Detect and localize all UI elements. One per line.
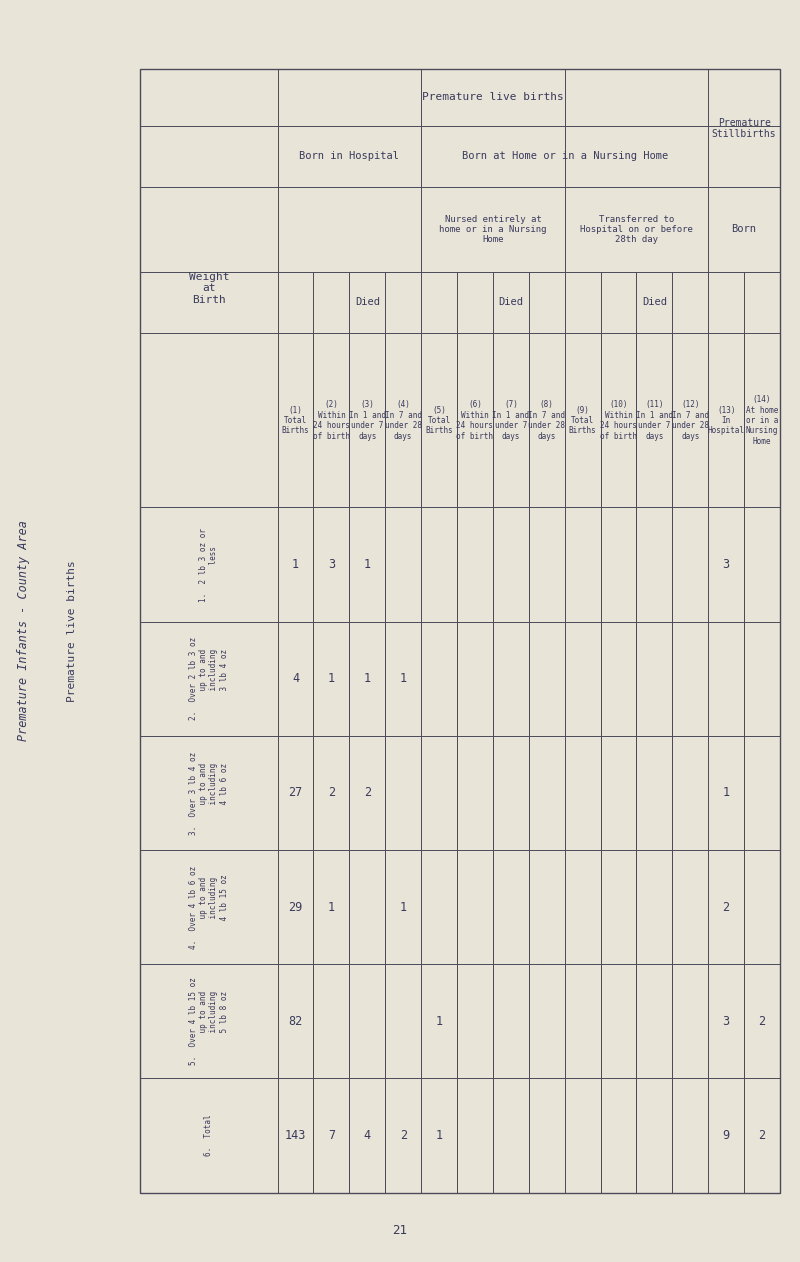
Text: (9)
Total
Births: (9) Total Births	[569, 405, 597, 435]
Text: Died: Died	[355, 298, 380, 308]
Text: 2: 2	[758, 1015, 766, 1027]
Text: 5.  Over 4 lb 15 oz
    up to and
    including
    5 lb 8 oz: 5. Over 4 lb 15 oz up to and including 5…	[189, 977, 229, 1065]
Text: 4.  Over 4 lb 6 oz
    up to and
    including
    4 lb 15 oz: 4. Over 4 lb 6 oz up to and including 4 …	[189, 866, 229, 949]
Text: Premature
Stillbirths: Premature Stillbirths	[712, 117, 777, 139]
Text: 1: 1	[364, 673, 371, 685]
Text: 21: 21	[393, 1224, 407, 1237]
Text: (4)
In 7 and
under 28
days: (4) In 7 and under 28 days	[385, 400, 422, 440]
Text: 3: 3	[328, 558, 335, 570]
Text: 4: 4	[292, 673, 299, 685]
Text: 2: 2	[722, 901, 730, 914]
Text: Born at Home or in a Nursing Home: Born at Home or in a Nursing Home	[462, 151, 668, 162]
Text: 1: 1	[435, 1129, 442, 1142]
Text: 2: 2	[328, 786, 335, 799]
Text: (1)
Total
Births: (1) Total Births	[282, 405, 310, 435]
Text: (5)
Total
Births: (5) Total Births	[426, 405, 453, 435]
Text: 3.  Over 3 lb 4 oz
    up to and
    including
    4 lb 6 oz: 3. Over 3 lb 4 oz up to and including 4 …	[189, 751, 229, 834]
Text: Died: Died	[642, 298, 667, 308]
Text: 1: 1	[292, 558, 299, 570]
Text: 29: 29	[289, 901, 302, 914]
Text: 1: 1	[400, 673, 406, 685]
Text: (3)
In 1 and
under 7
days: (3) In 1 and under 7 days	[349, 400, 386, 440]
Text: 27: 27	[289, 786, 302, 799]
Text: (12)
In 7 and
under 28
days: (12) In 7 and under 28 days	[672, 400, 709, 440]
Text: (6)
Within
24 hours
of birth: (6) Within 24 hours of birth	[457, 400, 494, 440]
Text: Premature Infants - County Area: Premature Infants - County Area	[18, 520, 30, 742]
Text: 3: 3	[722, 558, 730, 570]
Text: 2.  Over 2 lb 3 oz
    up to and
    including
    3 lb 4 oz: 2. Over 2 lb 3 oz up to and including 3 …	[189, 637, 229, 721]
Text: 2: 2	[758, 1129, 766, 1142]
Text: Transferred to
Hospital on or before
28th day: Transferred to Hospital on or before 28t…	[580, 215, 693, 245]
Text: 1: 1	[364, 558, 371, 570]
Text: Premature live births: Premature live births	[422, 92, 564, 102]
Text: 1: 1	[328, 901, 335, 914]
Text: 9: 9	[722, 1129, 730, 1142]
Text: Died: Died	[498, 298, 523, 308]
Text: Weight
at
Birth: Weight at Birth	[189, 271, 229, 305]
Text: 4: 4	[364, 1129, 371, 1142]
Text: 1: 1	[722, 786, 730, 799]
Text: Born in Hospital: Born in Hospital	[299, 151, 399, 162]
Text: (11)
In 1 and
under 7
days: (11) In 1 and under 7 days	[636, 400, 673, 440]
Text: (13)
In
Hospital: (13) In Hospital	[708, 405, 745, 435]
Text: (8)
In 7 and
under 28
days: (8) In 7 and under 28 days	[528, 400, 566, 440]
Text: Born: Born	[732, 225, 757, 235]
Text: 7: 7	[328, 1129, 335, 1142]
Text: 2: 2	[364, 786, 371, 799]
Text: (7)
In 1 and
under 7
days: (7) In 1 and under 7 days	[492, 400, 530, 440]
Text: 1: 1	[435, 1015, 442, 1027]
Text: (2)
Within
24 hours
of birth: (2) Within 24 hours of birth	[313, 400, 350, 440]
Text: 1.  2 lb 3 oz or
    less: 1. 2 lb 3 oz or less	[199, 528, 218, 602]
Text: 3: 3	[722, 1015, 730, 1027]
Text: (10)
Within
24 hours
of birth: (10) Within 24 hours of birth	[600, 400, 637, 440]
Text: 1: 1	[400, 901, 406, 914]
Text: 6.  Total: 6. Total	[204, 1114, 214, 1156]
Text: 2: 2	[400, 1129, 406, 1142]
Text: (14)
At home
or in a
Nursing
Home: (14) At home or in a Nursing Home	[746, 395, 778, 445]
Text: Premature live births: Premature live births	[67, 560, 77, 702]
Text: Nursed entirely at
home or in a Nursing
Home: Nursed entirely at home or in a Nursing …	[439, 215, 546, 245]
Text: 82: 82	[289, 1015, 302, 1027]
Text: 143: 143	[285, 1129, 306, 1142]
Text: 1: 1	[328, 673, 335, 685]
